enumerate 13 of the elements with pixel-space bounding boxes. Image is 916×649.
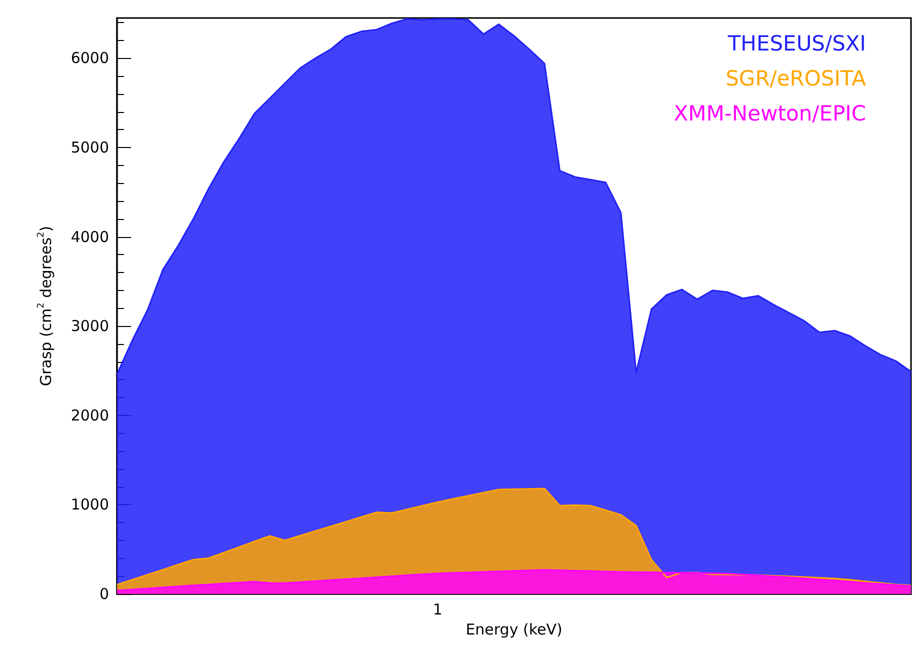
y-tick-label: 0: [99, 585, 109, 603]
text: XMM-Newton/EPIC: [674, 102, 866, 126]
y-axis-title: Grasp (cm2 degrees2): [36, 226, 55, 386]
y-tick-label: 4000: [70, 228, 109, 246]
y-tick-label: 3000: [70, 317, 109, 336]
text: THESEUS/SXI: [726, 32, 866, 56]
text: SGR/eROSITA: [726, 66, 867, 90]
x-axis-title: Energy (keV): [466, 620, 562, 638]
y-tick-label: 1000: [70, 496, 109, 514]
x-tick-label: 1: [432, 600, 442, 618]
y-tick-label: 2000: [70, 406, 109, 424]
y-tick-label: 5000: [70, 138, 109, 156]
y-tick-label: 6000: [70, 49, 109, 68]
